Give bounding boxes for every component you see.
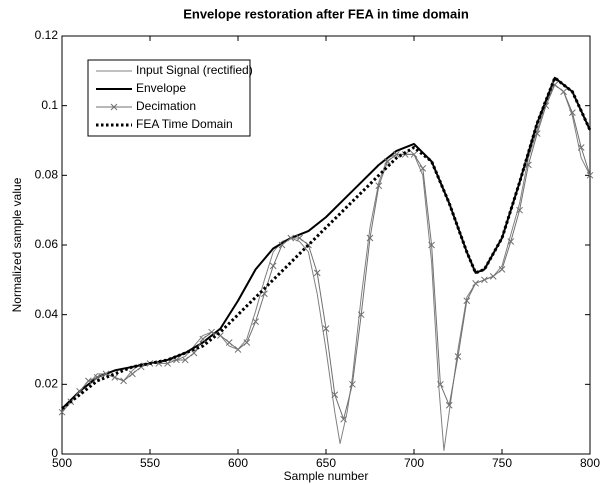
series-marker	[129, 370, 136, 378]
x-axis-label: Sample number	[284, 469, 369, 483]
series-marker	[296, 234, 303, 242]
series-marker	[384, 158, 391, 165]
series-marker	[481, 276, 488, 284]
series-marker	[586, 171, 594, 179]
y-axis-label: Normalized sample value	[10, 177, 24, 312]
series-marker	[357, 311, 365, 319]
series-marker	[445, 401, 453, 409]
series-marker	[525, 161, 532, 169]
y-tick-label: 0.08	[35, 168, 59, 182]
series-marker	[428, 241, 435, 249]
series-marker	[85, 377, 92, 385]
legend-label: Envelope	[136, 81, 186, 95]
series-marker	[322, 325, 330, 332]
series-marker	[489, 272, 497, 280]
series-marker	[560, 88, 567, 96]
series-marker	[472, 279, 479, 287]
x-tick-label: 600	[228, 456, 248, 470]
x-tick-label: 550	[140, 456, 160, 470]
series-marker	[313, 269, 321, 277]
legend-label: FEA Time Domain	[136, 117, 233, 131]
x-tick-label: 500	[52, 456, 72, 470]
series-marker	[551, 81, 559, 89]
series-marker	[243, 339, 251, 346]
series-marker	[190, 349, 198, 357]
y-tick-label: 0.12	[35, 28, 59, 42]
series-marker	[349, 380, 356, 388]
series-marker	[577, 144, 585, 151]
y-tick-label: 0.1	[41, 98, 58, 112]
series-marker	[437, 380, 444, 388]
series-marker	[76, 387, 83, 395]
series-marker	[278, 241, 286, 249]
series-marker	[498, 266, 506, 273]
series-marker	[393, 151, 400, 158]
legend-label: Decimation	[136, 99, 196, 113]
x-tick-label: 650	[316, 456, 336, 470]
series-marker	[507, 238, 515, 245]
series-marker	[375, 182, 383, 190]
y-tick-label: 0.02	[35, 377, 59, 391]
series-marker	[252, 318, 259, 325]
series-marker	[340, 415, 347, 423]
series-marker	[181, 356, 189, 364]
series-marker	[234, 346, 242, 353]
series-marker	[269, 262, 277, 270]
series-marker	[454, 353, 462, 360]
series-marker	[225, 339, 233, 346]
series-marker	[419, 165, 427, 172]
y-tick-label: 0	[51, 446, 58, 460]
chart-title: Envelope restoration after FEA in time d…	[183, 6, 469, 21]
y-tick-label: 0.04	[35, 307, 59, 321]
series-marker	[208, 328, 215, 336]
series-marker	[410, 151, 418, 158]
series-marker	[287, 234, 295, 242]
series-marker	[463, 297, 471, 305]
series-marker	[569, 109, 576, 116]
legend-label: Input Signal (rectified)	[136, 63, 253, 77]
x-tick-label: 750	[492, 456, 512, 470]
x-tick-label: 800	[580, 456, 600, 470]
series-marker	[331, 391, 339, 399]
series-marker	[516, 206, 523, 214]
series-line	[61, 76, 591, 410]
series-marker	[199, 335, 207, 343]
y-tick-label: 0.06	[35, 237, 59, 251]
legend-box	[87, 59, 251, 137]
series-marker	[120, 377, 127, 385]
legend-marker	[110, 103, 118, 111]
series-marker	[137, 363, 145, 371]
x-tick-label: 700	[404, 456, 424, 470]
series-marker	[366, 234, 374, 242]
series-marker	[58, 408, 66, 416]
